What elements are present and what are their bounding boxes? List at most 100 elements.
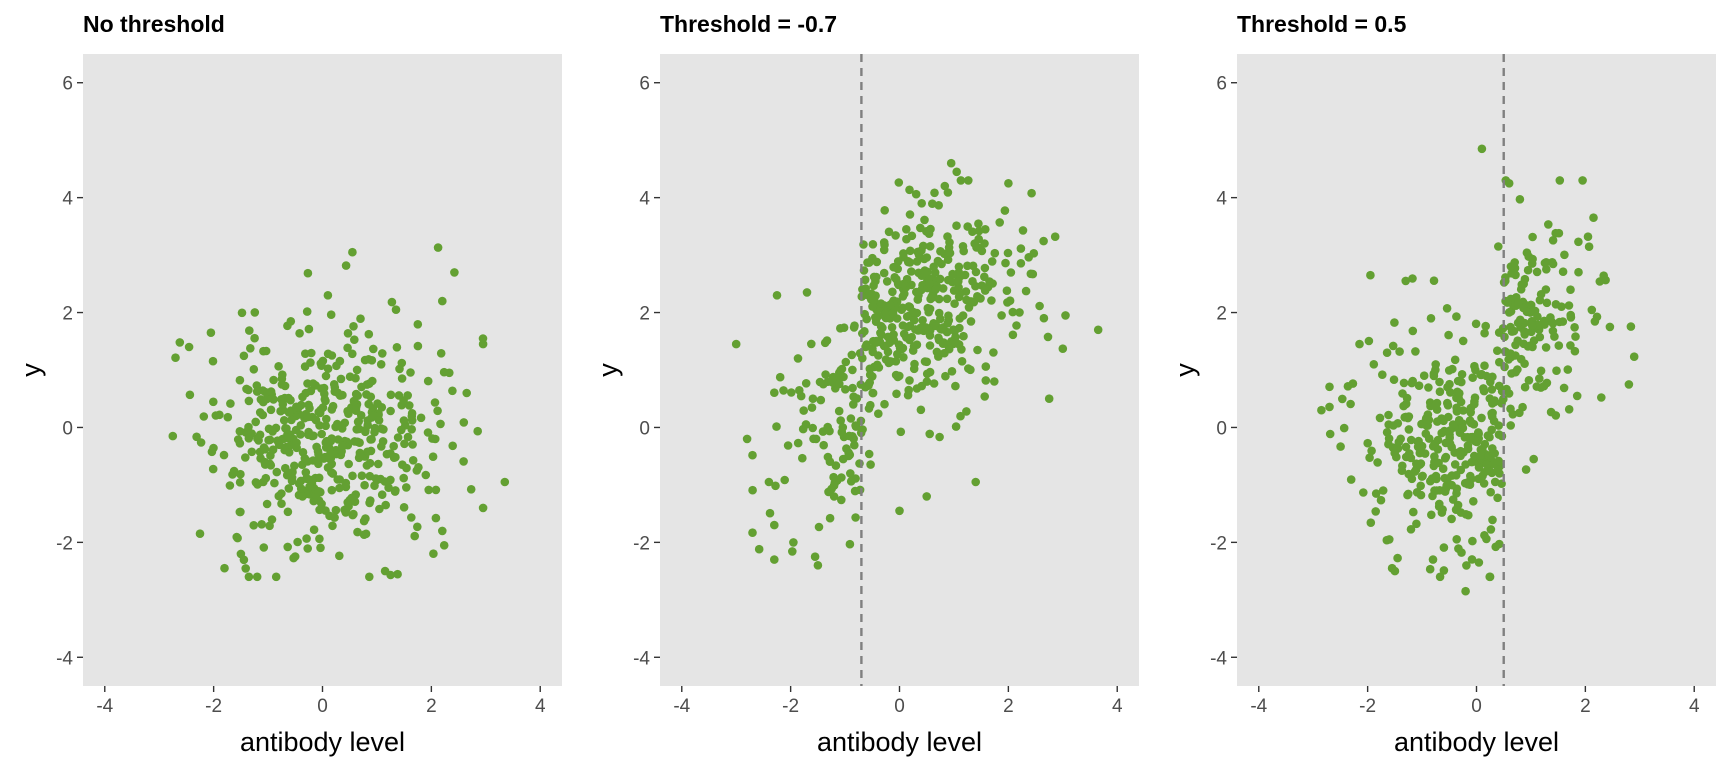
data-point xyxy=(772,422,781,431)
data-point xyxy=(765,508,775,518)
data-point xyxy=(295,329,304,338)
data-point xyxy=(888,336,898,345)
data-point xyxy=(1528,254,1537,264)
data-point xyxy=(868,240,878,249)
data-point xyxy=(362,461,372,470)
data-point xyxy=(298,492,307,501)
data-point xyxy=(350,437,360,446)
data-point xyxy=(276,406,285,416)
data-point xyxy=(321,371,331,381)
data-point xyxy=(905,185,914,195)
data-point xyxy=(808,394,818,404)
data-point xyxy=(1467,555,1477,564)
data-point xyxy=(829,492,839,501)
data-point xyxy=(807,403,817,412)
data-point xyxy=(987,257,997,266)
data-point xyxy=(1514,299,1523,309)
data-point xyxy=(884,227,894,237)
data-point xyxy=(1373,458,1382,467)
data-point xyxy=(1504,389,1514,398)
x-tick-label: 4 xyxy=(1689,696,1700,717)
data-point xyxy=(1519,339,1528,349)
data-point xyxy=(1355,339,1364,349)
data-point xyxy=(848,383,857,393)
data-point xyxy=(962,407,971,416)
data-point xyxy=(849,400,858,409)
data-point xyxy=(384,483,393,493)
data-point xyxy=(787,388,796,397)
data-point xyxy=(917,381,926,391)
data-point xyxy=(345,372,355,382)
data-point xyxy=(980,392,989,401)
data-point xyxy=(360,480,369,490)
data-point xyxy=(930,268,940,277)
data-point xyxy=(361,514,370,523)
data-point xyxy=(844,431,854,441)
data-point xyxy=(1039,236,1048,246)
data-point xyxy=(1555,176,1565,185)
data-point xyxy=(1416,490,1426,500)
data-point xyxy=(1428,555,1438,564)
data-point xyxy=(405,401,414,410)
data-point xyxy=(1035,301,1044,311)
data-point xyxy=(968,227,977,236)
data-point xyxy=(1343,382,1353,391)
data-point xyxy=(1412,459,1421,469)
data-point xyxy=(431,485,441,495)
data-point xyxy=(866,460,875,469)
data-point xyxy=(1058,344,1068,354)
data-point xyxy=(1457,370,1467,379)
data-point xyxy=(1378,486,1388,495)
data-point xyxy=(1000,206,1010,215)
data-point xyxy=(1541,343,1551,352)
data-point xyxy=(413,341,423,351)
data-point xyxy=(1485,466,1494,476)
data-point xyxy=(196,438,206,447)
data-point xyxy=(1506,404,1515,414)
data-point xyxy=(795,386,804,395)
data-point xyxy=(1439,543,1449,552)
data-point xyxy=(1004,179,1013,188)
data-point xyxy=(876,299,886,308)
data-point xyxy=(413,320,423,329)
data-point xyxy=(352,365,362,375)
data-point xyxy=(391,305,401,315)
data-point xyxy=(952,221,961,230)
data-point xyxy=(1364,336,1374,346)
data-point xyxy=(1425,564,1435,574)
data-point xyxy=(897,344,907,354)
data-point xyxy=(1050,232,1060,241)
data-point xyxy=(272,467,282,477)
data-point xyxy=(351,406,361,416)
data-point xyxy=(929,379,939,388)
data-point xyxy=(1428,442,1438,451)
data-point xyxy=(944,344,954,354)
data-point xyxy=(748,450,757,460)
data-point xyxy=(905,258,915,267)
data-point xyxy=(889,262,898,272)
data-point xyxy=(1452,535,1461,544)
data-point xyxy=(850,440,859,450)
data-point xyxy=(325,454,334,463)
data-point xyxy=(819,440,828,450)
data-point xyxy=(304,324,314,334)
data-point xyxy=(1513,365,1522,374)
data-point xyxy=(1515,195,1525,204)
data-point xyxy=(1429,276,1439,286)
x-tick-label: 0 xyxy=(317,696,328,717)
data-point xyxy=(356,314,365,324)
data-point xyxy=(406,368,415,377)
data-point xyxy=(274,362,283,371)
data-point xyxy=(920,215,929,225)
data-point xyxy=(316,405,326,415)
data-point xyxy=(868,388,878,398)
data-point xyxy=(1389,421,1398,430)
data-point xyxy=(980,286,990,295)
data-point xyxy=(1486,487,1495,497)
data-point xyxy=(1447,514,1456,524)
data-point xyxy=(333,435,343,444)
data-point xyxy=(478,334,488,343)
data-point xyxy=(895,506,904,516)
data-point xyxy=(1479,479,1489,488)
data-point xyxy=(1437,428,1446,438)
